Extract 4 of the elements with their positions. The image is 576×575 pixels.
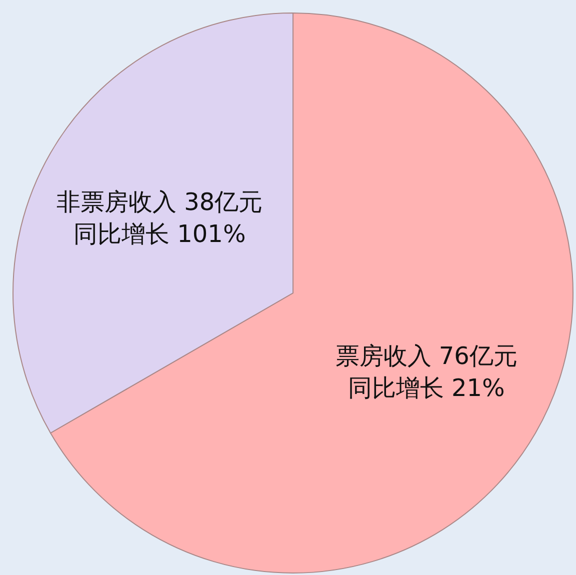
text: 同比增长 21% [348, 374, 505, 402]
slice-label: 票房收入 76亿元 [335, 342, 518, 370]
slice-label: 非票房收入 38亿元 [56, 188, 263, 216]
text: 同比增长 101% [74, 220, 246, 248]
